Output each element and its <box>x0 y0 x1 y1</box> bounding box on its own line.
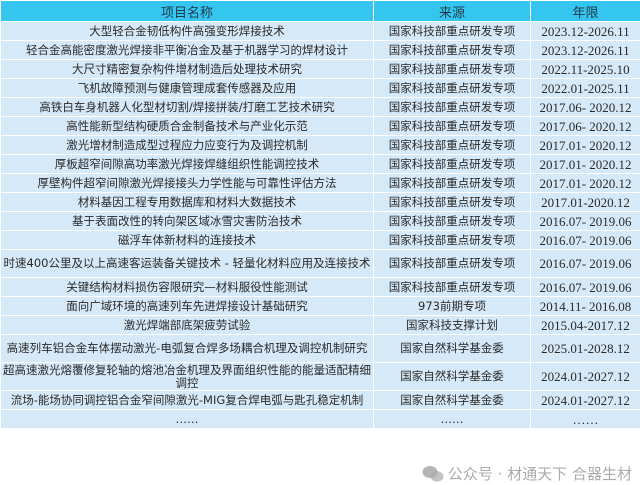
source-cell: 国家科技部重点研发专项 <box>373 135 531 155</box>
period-cell: 2016.07- 2019.06 <box>530 249 640 278</box>
watermark: 公众号 · 材通天下 合器生材 <box>421 464 632 484</box>
table-row: 时速400公里及以上高速客运装备关键技术 - 轻量化材料应用及连接技术 国家科技部… <box>0 249 640 278</box>
source-cell: 国家自然科学基金委 <box>373 362 531 391</box>
source-cell: 国家科技部重点研发专项 <box>373 116 531 136</box>
period-cell: 2015.04-2017.12 <box>530 315 640 335</box>
source-cell: 国家科技部重点研发专项 <box>373 249 531 278</box>
period-cell: 2017.01- 2020.12 <box>530 173 640 193</box>
period-cell: 2024.01-2027.12 <box>530 390 640 410</box>
table-row: 流场-能场协同调控铝合金窄间隙激光-MIG复合焊电弧与匙孔稳定机制 国家自然科学基… <box>0 390 640 410</box>
project-name-cell: 高速列车铝合金车体摆动激光-电弧复合焊多场耦合机理及调控机制研究 <box>0 334 374 363</box>
project-name-cell: 关键结构材料损伤容限研究—材料服役性能测试 <box>0 277 374 297</box>
project-name-cell: 飞机故障预测与健康管理成套传感器及应用 <box>0 78 374 98</box>
project-name-cell: 基于表面改性的转向架区域冰雪灾害防治技术 <box>0 211 374 231</box>
source-cell: 国家科技部重点研发专项 <box>373 40 531 60</box>
source-cell: 国家科技部重点研发专项 <box>373 78 531 98</box>
header-name: 项目名称 <box>0 0 374 22</box>
project-name-cell: 高性能新型结构硬质合金制备技术与产业化示范 <box>0 116 374 136</box>
table-row: 轻合金高能密度激光焊接非平衡冶金及基于机器学习的焊材设计 国家科技部重点研发专项 2… <box>0 40 640 60</box>
period-cell: 2016.07- 2019.06 <box>530 230 640 250</box>
source-cell: 国家自然科学基金委 <box>373 334 531 363</box>
project-name-cell: 大尺寸精密复杂构件增材制造后处理技术研究 <box>0 59 374 79</box>
period-cell: 2014.11- 2016.08 <box>530 296 640 316</box>
header-source: 来源 <box>373 0 531 22</box>
source-cell: 973前期专项 <box>373 296 531 316</box>
project-name-cell: 高铁白车身机器人化型材切割/焊接拼装/打磨工艺技术研究 <box>0 97 374 117</box>
table-row: 高铁白车身机器人化型材切割/焊接拼装/打磨工艺技术研究 国家科技部重点研发专项 20… <box>0 97 640 117</box>
period-cell: 2022.11-2025.10 <box>530 59 640 79</box>
table-row: 材料基因工程专用数据库和材料大数据技术 国家科技部重点研发专项 2017.01-20… <box>0 192 640 212</box>
table-row: 关键结构材料损伤容限研究—材料服役性能测试 国家科技部重点研发专项 2016.07-… <box>0 277 640 297</box>
source-cell: 国家自然科学基金委 <box>373 390 531 410</box>
period-cell: 2017.01-2020.12 <box>530 192 640 212</box>
period-cell: 2017.06- 2020.12 <box>530 116 640 136</box>
table-row: 厚壁构件超窄间隙激光焊接接头力学性能与可靠性评估方法 国家科技部重点研发专项 201… <box>0 173 640 193</box>
period-cell: 2025.01-2028.12 <box>530 334 640 363</box>
header-period: 年限 <box>530 0 640 22</box>
period-cell: 2016.07- 2019.06 <box>530 277 640 297</box>
table-row: 激光焊端部底架疲劳试验 国家科技支撑计划 2015.04-2017.12 <box>0 315 640 335</box>
project-name-cell: 材料基因工程专用数据库和材料大数据技术 <box>0 192 374 212</box>
period-cell: 2023.12-2026.11 <box>530 40 640 60</box>
watermark-text: 公众号 · 材通天下 合器生材 <box>447 465 632 483</box>
period-cell: 2016.07- 2019.06 <box>530 211 640 231</box>
period-cell: 2024.01-2027.12 <box>530 362 640 391</box>
period-cell: 2017.01- 2020.12 <box>530 154 640 174</box>
table-row: 高性能新型结构硬质合金制备技术与产业化示范 国家科技部重点研发专项 2017.06-… <box>0 116 640 136</box>
project-name-cell: 超高速激光熔覆修复轮轴的熔池冶金机理及界面组织性能的能量适配精细调控 <box>0 362 374 391</box>
period-cell: …… <box>530 409 640 429</box>
project-name-cell: 激光焊端部底架疲劳试验 <box>0 315 374 335</box>
table-row: 基于表面改性的转向架区域冰雪灾害防治技术 国家科技部重点研发专项 2016.07- … <box>0 211 640 231</box>
project-name-cell: 轻合金高能密度激光焊接非平衡冶金及基于机器学习的焊材设计 <box>0 40 374 60</box>
project-name-cell: 面向广域环境的高速列车先进焊接设计基础研究 <box>0 296 374 316</box>
source-cell: 国家科技部重点研发专项 <box>373 192 531 212</box>
source-cell: 国家科技支撑计划 <box>373 315 531 335</box>
project-name-cell: 磁浮车体新材料的连接技术 <box>0 230 374 250</box>
period-cell: 2017.01- 2020.12 <box>530 135 640 155</box>
project-name-cell: 流场-能场协同调控铝合金窄间隙激光-MIG复合焊电弧与匙孔稳定机制 <box>0 390 374 410</box>
project-table: 项目名称 来源 年限 大型轻合金韧低构件高强变形焊接技术 国家科技部重点研发专项 2… <box>0 0 640 429</box>
source-cell: 国家科技部重点研发专项 <box>373 59 531 79</box>
table-row: 厚板超窄间隙高功率激光焊接焊缝组织性能调控技术 国家科技部重点研发专项 2017.0… <box>0 154 640 174</box>
wechat-icon <box>422 466 444 482</box>
project-name-cell: 激光增材制造成型过程应力应变行为及调控机制 <box>0 135 374 155</box>
table-row: 面向广域环境的高速列车先进焊接设计基础研究 973前期专项 2014.11- 201… <box>0 296 640 316</box>
table-row: 高速列车铝合金车体摆动激光-电弧复合焊多场耦合机理及调控机制研究 国家自然科学基金… <box>0 334 640 363</box>
period-cell: 2023.12-2026.11 <box>530 21 640 41</box>
source-cell: 国家科技部重点研发专项 <box>373 173 531 193</box>
period-cell: 2017.06- 2020.12 <box>530 97 640 117</box>
source-cell: 国家科技部重点研发专项 <box>373 21 531 41</box>
source-cell: 国家科技部重点研发专项 <box>373 97 531 117</box>
source-cell: 国家科技部重点研发专项 <box>373 230 531 250</box>
table-row: 大型轻合金韧低构件高强变形焊接技术 国家科技部重点研发专项 2023.12-2026… <box>0 21 640 41</box>
project-name-cell: 厚板超窄间隙高功率激光焊接焊缝组织性能调控技术 <box>0 154 374 174</box>
table-row: 磁浮车体新材料的连接技术 国家科技部重点研发专项 2016.07- 2019.06 <box>0 230 640 250</box>
project-name-cell: 大型轻合金韧低构件高强变形焊接技术 <box>0 21 374 41</box>
source-cell: 国家科技部重点研发专项 <box>373 154 531 174</box>
period-cell: 2022.01-2025.11 <box>530 78 640 98</box>
project-name-cell: …… <box>0 409 374 429</box>
project-name-cell: 厚壁构件超窄间隙激光焊接接头力学性能与可靠性评估方法 <box>0 173 374 193</box>
source-cell: …… <box>373 409 531 429</box>
source-cell: 国家科技部重点研发专项 <box>373 277 531 297</box>
project-name-cell: 时速400公里及以上高速客运装备关键技术 - 轻量化材料应用及连接技术 <box>0 249 374 278</box>
source-cell: 国家科技部重点研发专项 <box>373 211 531 231</box>
table-row: 大尺寸精密复杂构件增材制造后处理技术研究 国家科技部重点研发专项 2022.11-2… <box>0 59 640 79</box>
header-row: 项目名称 来源 年限 <box>0 0 640 22</box>
table-row: 飞机故障预测与健康管理成套传感器及应用 国家科技部重点研发专项 2022.01-20… <box>0 78 640 98</box>
table-row: 激光增材制造成型过程应力应变行为及调控机制 国家科技部重点研发专项 2017.01-… <box>0 135 640 155</box>
table-row: ……………… <box>0 409 640 429</box>
table-row: 超高速激光熔覆修复轮轴的熔池冶金机理及界面组织性能的能量适配精细调控 国家自然科学… <box>0 362 640 391</box>
